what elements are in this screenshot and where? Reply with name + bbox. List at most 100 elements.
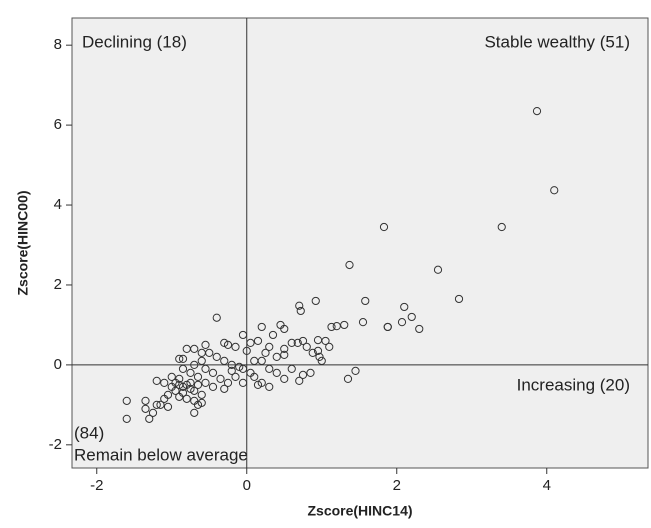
point (152, 376, 161, 385)
point (272, 352, 281, 361)
point (167, 372, 176, 381)
point (167, 382, 176, 391)
point (296, 306, 305, 316)
point (175, 354, 184, 363)
point (272, 368, 281, 377)
point (201, 364, 210, 373)
y-tick-label: 0 (54, 356, 62, 373)
y-tick-label: -2 (49, 436, 62, 453)
x-tick-label: 0 (243, 477, 251, 494)
point (156, 400, 165, 409)
point (298, 370, 308, 379)
point (212, 313, 221, 322)
point (433, 265, 443, 274)
point (280, 344, 289, 354)
point (197, 348, 206, 358)
point (306, 368, 315, 377)
point (379, 222, 389, 232)
point (182, 344, 191, 354)
point (238, 330, 248, 340)
point (242, 346, 251, 356)
point (532, 107, 542, 116)
point (265, 342, 274, 352)
point (238, 378, 248, 387)
point (308, 348, 317, 358)
point (141, 404, 150, 413)
point (208, 368, 218, 377)
point (257, 322, 266, 332)
point (287, 364, 296, 373)
point (325, 342, 334, 352)
point (454, 294, 464, 304)
point (193, 380, 203, 389)
point (343, 374, 353, 383)
point (216, 374, 225, 383)
point (265, 364, 274, 373)
annotation: Declining (18) (82, 32, 187, 51)
plot-area (71, 17, 649, 469)
point (280, 374, 289, 383)
y-axis-title: Zscore(HINC00) (15, 190, 31, 295)
point (253, 380, 263, 389)
point (186, 368, 195, 377)
point (253, 336, 263, 346)
point (345, 260, 354, 270)
x-axis-title: Zscore(HINC14) (307, 503, 412, 519)
point (313, 346, 323, 356)
point (397, 318, 407, 327)
x-tick-label: -2 (90, 477, 103, 494)
point (223, 378, 233, 387)
point (190, 360, 199, 369)
annotation: Stable wealthy (51) (484, 32, 630, 51)
point (160, 378, 169, 387)
point (276, 320, 285, 330)
annotation: (84) (74, 423, 104, 442)
point (246, 368, 255, 377)
point (175, 392, 184, 401)
point (295, 301, 304, 310)
point (178, 354, 188, 363)
point (122, 414, 131, 423)
point (145, 414, 154, 423)
point (250, 356, 259, 365)
point (212, 352, 221, 361)
point (293, 338, 302, 348)
point (163, 402, 173, 411)
point (227, 366, 236, 375)
point (208, 382, 218, 391)
point (332, 322, 341, 331)
point (231, 372, 240, 381)
point (415, 324, 424, 334)
point (246, 338, 255, 348)
point (201, 378, 210, 387)
point (361, 296, 370, 306)
y-tick-label: 6 (54, 116, 62, 133)
point (400, 302, 409, 312)
point (227, 360, 236, 369)
y-tick-label: 4 (54, 196, 62, 213)
point (160, 394, 169, 403)
point (141, 396, 150, 405)
annotation: Increasing (20) (517, 375, 630, 394)
point (315, 352, 324, 361)
point (197, 356, 206, 365)
point (190, 408, 199, 417)
point (268, 330, 278, 340)
point (186, 378, 195, 387)
point (311, 296, 320, 306)
point (148, 408, 158, 417)
point (235, 362, 244, 371)
point (358, 318, 368, 327)
point (295, 376, 304, 385)
point (302, 342, 311, 352)
point (201, 340, 210, 350)
point (220, 338, 229, 348)
y-tick-label: 8 (54, 36, 62, 53)
point (182, 394, 191, 403)
point (193, 372, 203, 381)
point (220, 384, 229, 393)
y-tick-label: 2 (54, 276, 62, 293)
point (497, 222, 506, 232)
point (152, 400, 161, 409)
